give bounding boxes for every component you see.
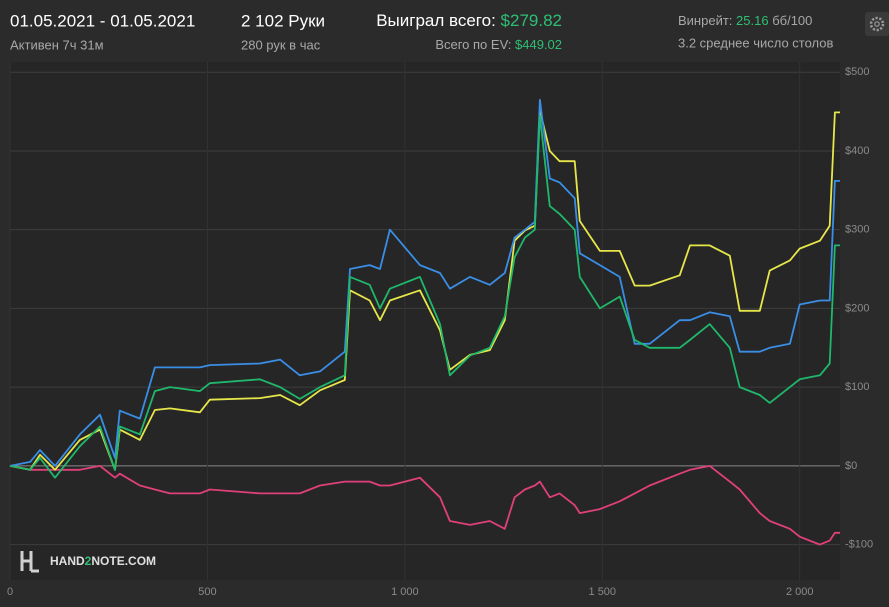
y-tick-label: $200 xyxy=(845,302,869,314)
logo-icon xyxy=(20,551,39,573)
gear-icon xyxy=(869,16,885,32)
settings-bg[interactable] xyxy=(865,12,889,36)
hands-per-hour: 280 рук в час xyxy=(241,37,321,52)
won-total: Выиграл всего: $279.82 xyxy=(376,11,562,30)
y-tick-label: $300 xyxy=(845,224,869,236)
x-tick-label: 2 000 xyxy=(786,586,814,598)
logo-bg xyxy=(18,548,158,576)
logo-part: 2 xyxy=(85,554,92,568)
won-value: $279.82 xyxy=(501,11,562,30)
hands: 2 102 Руки xyxy=(241,11,325,30)
winrate-value: 25.16 xyxy=(736,13,769,28)
x-tick-label: 500 xyxy=(198,586,216,598)
x-tick-label: 0 xyxy=(7,586,13,598)
active-time: Активен 7ч 31м xyxy=(10,37,104,52)
y-tick-label: $0 xyxy=(845,460,857,472)
gear-center xyxy=(874,21,880,27)
y-tick-label: $500 xyxy=(845,66,869,78)
winrate-unit: бб/100 xyxy=(772,13,812,28)
won-label: Выиграл всего: xyxy=(376,11,496,30)
series-line xyxy=(9,114,840,479)
logo: HAND2NOTE.COM xyxy=(18,548,158,576)
x-tick-label: 1 000 xyxy=(391,586,419,598)
y-tick-label: $400 xyxy=(845,145,869,157)
series-line xyxy=(9,109,840,471)
ev-total: Всего по EV: $449.02 xyxy=(435,37,562,52)
y-tick-label: $100 xyxy=(845,381,869,393)
date-range: 01.05.2021 - 01.05.2021 xyxy=(10,11,195,30)
ev-label: Всего по EV: xyxy=(435,37,511,52)
x-tick-label: 1 500 xyxy=(589,586,617,598)
plot-area xyxy=(10,62,840,580)
winrate-label: Винрейт: xyxy=(678,13,732,28)
logo-part: HAND xyxy=(50,554,85,568)
winrate: Винрейт: 25.16 бб/100 xyxy=(678,13,812,28)
settings-button[interactable] xyxy=(865,12,889,36)
y-tick-label: -$100 xyxy=(845,538,873,550)
ev-value: $449.02 xyxy=(515,37,562,52)
series-line xyxy=(9,465,840,546)
tables: 3.2 среднее число столов xyxy=(678,35,834,50)
logo-part: NOTE.COM xyxy=(91,554,156,568)
series-line xyxy=(9,98,840,467)
logo-text: HAND2NOTE.COM xyxy=(50,554,156,568)
